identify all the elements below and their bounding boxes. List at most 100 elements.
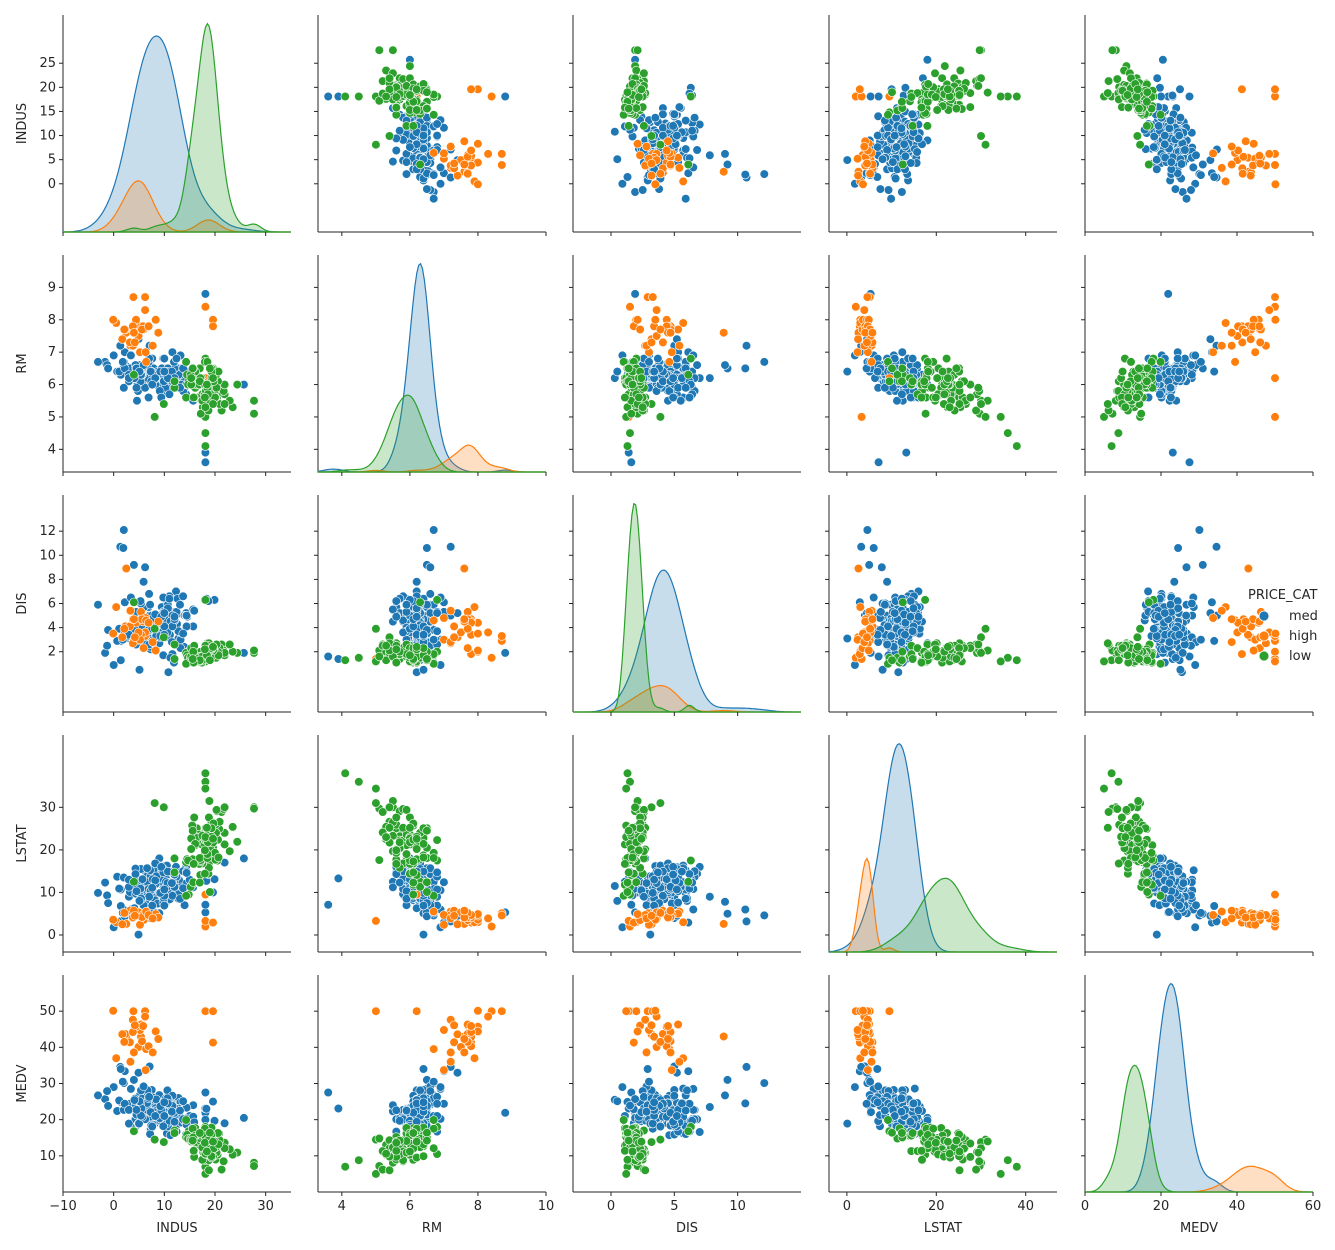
point-med	[412, 577, 422, 587]
point-med	[116, 655, 126, 665]
point-low	[213, 852, 224, 863]
point-low	[249, 396, 259, 406]
point-med	[159, 884, 169, 895]
point-high	[632, 139, 643, 149]
point-low	[150, 624, 160, 634]
point-high	[108, 915, 118, 925]
point-low	[686, 354, 696, 364]
point-low	[655, 140, 666, 150]
point-low	[916, 392, 927, 403]
point-low	[686, 91, 696, 102]
point-med	[877, 562, 887, 572]
point-low	[625, 428, 635, 438]
point-med	[1209, 172, 1219, 182]
point-low	[916, 657, 927, 668]
point-low	[897, 97, 907, 107]
point-low	[340, 768, 350, 778]
point-med	[418, 900, 429, 911]
point-med	[897, 187, 907, 197]
point-low	[391, 92, 401, 102]
point-med	[126, 350, 136, 361]
point-med	[896, 123, 907, 133]
point-low	[429, 110, 439, 120]
point-low	[923, 357, 933, 367]
point-low	[159, 802, 169, 812]
point-med	[1191, 150, 1201, 160]
point-med	[688, 904, 698, 915]
point-med	[1165, 115, 1176, 126]
point-high	[1255, 158, 1265, 169]
point-low	[249, 645, 259, 656]
y-tick-label: 2	[48, 645, 56, 660]
point-med	[692, 145, 702, 155]
point-low	[422, 887, 432, 897]
point-med	[159, 900, 169, 911]
point-low	[415, 159, 425, 170]
point-low	[1012, 91, 1022, 102]
point-med	[1181, 610, 1191, 621]
point-low	[200, 392, 210, 403]
point-high	[144, 321, 154, 331]
kde-low	[63, 22, 291, 233]
kde-med	[62, 35, 291, 233]
point-med	[883, 185, 894, 195]
point-high	[646, 158, 657, 169]
point-high	[130, 911, 140, 921]
point-low	[401, 805, 412, 815]
point-med	[890, 131, 900, 141]
point-med	[422, 543, 432, 553]
point-low	[922, 121, 933, 131]
point-med	[877, 154, 888, 164]
point-med	[720, 149, 730, 159]
point-low	[391, 102, 401, 113]
point-med	[102, 890, 112, 901]
point-high	[1208, 613, 1218, 623]
point-med	[412, 612, 422, 622]
point-low	[973, 639, 983, 650]
point-med	[649, 367, 659, 377]
point-low	[1155, 110, 1166, 120]
point-low	[1122, 380, 1133, 390]
point-high	[625, 302, 635, 312]
point-med	[669, 109, 679, 119]
point-low	[181, 891, 191, 901]
point-low	[1123, 102, 1133, 113]
point-low	[945, 402, 955, 412]
point-low	[906, 92, 916, 102]
point-high	[487, 653, 497, 663]
point-high	[463, 169, 473, 179]
point-med	[740, 904, 750, 915]
point-low	[1120, 402, 1130, 412]
point-med	[907, 354, 918, 364]
point-med	[1196, 170, 1206, 180]
point-low	[976, 648, 986, 658]
point-med	[692, 360, 702, 370]
y-tick-label: 4	[48, 621, 56, 636]
point-low	[412, 642, 422, 652]
point-high	[646, 337, 657, 348]
point-med	[672, 131, 682, 141]
point-low	[211, 805, 222, 815]
point-med	[1167, 90, 1177, 101]
point-high	[497, 910, 507, 921]
point-med	[1194, 525, 1204, 535]
point-low	[129, 370, 139, 380]
point-low	[996, 656, 1006, 667]
point-low	[129, 877, 139, 887]
point-low	[646, 131, 657, 141]
point-med	[741, 916, 752, 927]
point-low	[923, 79, 933, 89]
point-med	[626, 457, 636, 467]
point-low	[939, 389, 949, 399]
point-low	[622, 87, 633, 97]
point-med	[144, 392, 154, 403]
point-med	[144, 892, 154, 902]
point-low	[150, 412, 160, 422]
point-low	[916, 102, 927, 113]
point-low	[1134, 363, 1144, 374]
point-med	[648, 888, 658, 898]
point-med	[401, 157, 412, 167]
point-med	[1174, 367, 1184, 377]
